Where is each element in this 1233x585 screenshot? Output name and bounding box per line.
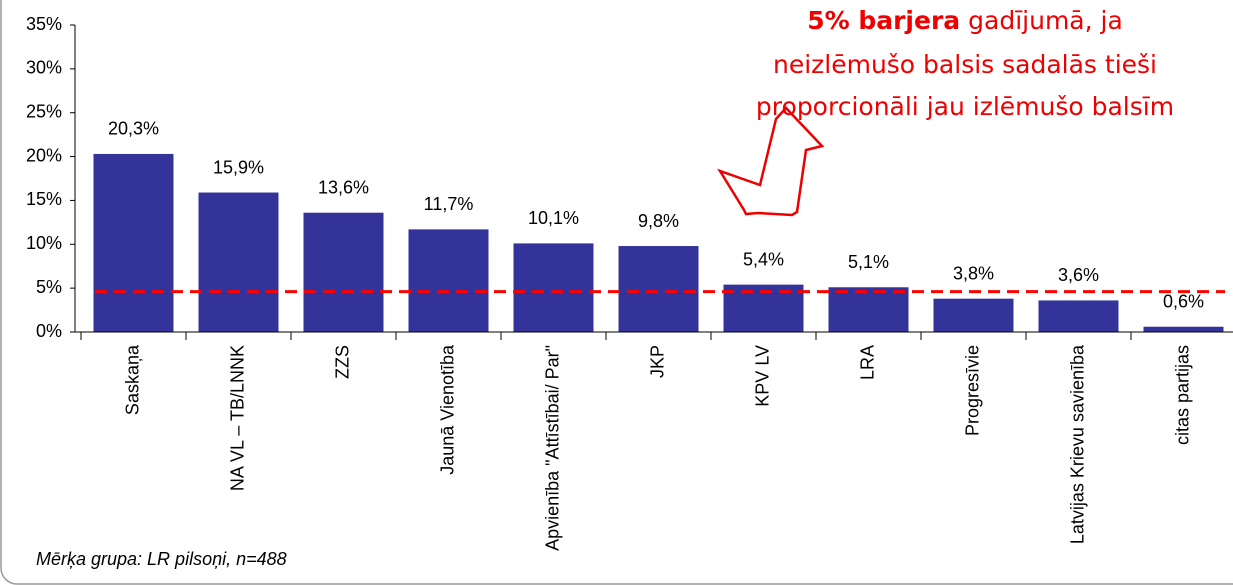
bar — [828, 287, 909, 332]
y-tick-label: 5% — [36, 277, 62, 297]
value-label: 9,8% — [638, 211, 679, 231]
y-tick-label: 15% — [26, 189, 62, 209]
x-tick-label: ZZS — [332, 345, 352, 379]
annotation-line: 5% barjera gadījumā, ja — [807, 6, 1123, 35]
x-tick-label: Apvienība "Attīstībai/ Par" — [542, 345, 562, 551]
value-label: 15,9% — [213, 157, 264, 177]
y-tick-label: 25% — [26, 101, 62, 121]
x-tick-label: LRA — [857, 345, 877, 380]
bar — [303, 212, 384, 332]
bar — [618, 246, 699, 332]
bar — [1143, 326, 1224, 332]
bar — [1038, 300, 1119, 332]
arrow — [717, 106, 825, 217]
y-tick-label: 20% — [26, 145, 62, 165]
value-label: 0,6% — [1163, 291, 1204, 311]
annotation-line: neizlēmušo balsis sadalās tieši — [773, 50, 1157, 79]
bar — [198, 192, 279, 332]
value-label: 20,3% — [108, 119, 159, 139]
value-label: 5,1% — [848, 252, 889, 272]
x-tick-label: NA VL – TB/LNNK — [227, 345, 247, 491]
annotation-bold: 5% barjera — [807, 6, 960, 35]
x-tick-label: citas partijas — [1172, 345, 1192, 445]
value-label: 10,1% — [528, 208, 579, 228]
x-tick-label: Jaunā Vienotība — [437, 344, 457, 475]
y-tick-label: 0% — [36, 321, 62, 341]
y-tick-label: 35% — [26, 14, 62, 34]
value-label: 5,4% — [743, 249, 784, 269]
footnote: Mērķa grupa: LR pilsoņi, n=488 — [36, 549, 287, 569]
annotation-text: gadījumā, ja — [968, 6, 1123, 35]
value-label: 3,6% — [1058, 265, 1099, 285]
x-tick-label: JKP — [647, 345, 667, 378]
value-label: 13,6% — [318, 177, 369, 197]
bar — [513, 243, 594, 332]
value-label: 3,8% — [953, 263, 994, 283]
bar — [933, 298, 1014, 332]
value-label: 11,7% — [424, 194, 474, 214]
x-tick-label: Saskaņa — [122, 344, 142, 415]
x-tick-label: Latvijas Krievu savienība — [1067, 344, 1087, 544]
bar — [408, 229, 489, 332]
bar — [93, 153, 174, 332]
x-tick-label: Progresīvie — [962, 345, 982, 436]
y-tick-label: 30% — [26, 58, 62, 78]
x-tick-label: KPV LV — [752, 345, 772, 407]
annotation-line: proporcionāli jau izlēmušo balsīm — [756, 92, 1174, 121]
y-tick-label: 10% — [26, 233, 62, 253]
